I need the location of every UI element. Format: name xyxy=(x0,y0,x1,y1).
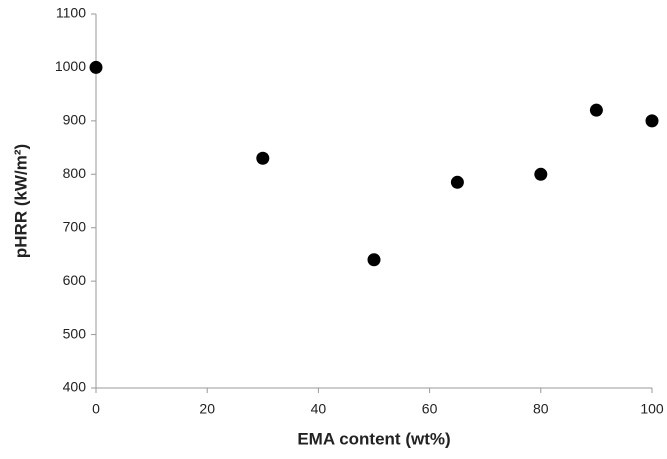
y-tick-label: 900 xyxy=(63,112,87,128)
data-point xyxy=(256,151,270,165)
y-tick-label: 400 xyxy=(63,379,87,395)
y-tick-label: 500 xyxy=(63,325,87,341)
y-tick-label: 700 xyxy=(63,218,87,234)
data-point xyxy=(534,167,548,181)
data-point xyxy=(89,60,103,74)
data-point xyxy=(367,253,381,267)
y-tick-label: 1000 xyxy=(55,58,86,74)
y-tick-label: 1100 xyxy=(56,5,86,21)
data-point xyxy=(645,114,659,128)
x-tick-label: 60 xyxy=(422,401,438,417)
y-axis-label: pHRR (kW/m²) xyxy=(11,144,30,258)
data-point xyxy=(450,175,464,189)
x-tick-label: 40 xyxy=(311,401,327,417)
x-tick-label: 80 xyxy=(533,401,549,417)
x-tick-label: 0 xyxy=(92,401,100,417)
x-tick-label: 100 xyxy=(640,401,664,417)
y-tick-label: 800 xyxy=(63,165,87,181)
x-axis-label: EMA content (wt%) xyxy=(297,429,450,448)
data-point xyxy=(589,103,603,117)
x-tick-label: 20 xyxy=(199,401,215,417)
y-tick-label: 600 xyxy=(63,272,87,288)
